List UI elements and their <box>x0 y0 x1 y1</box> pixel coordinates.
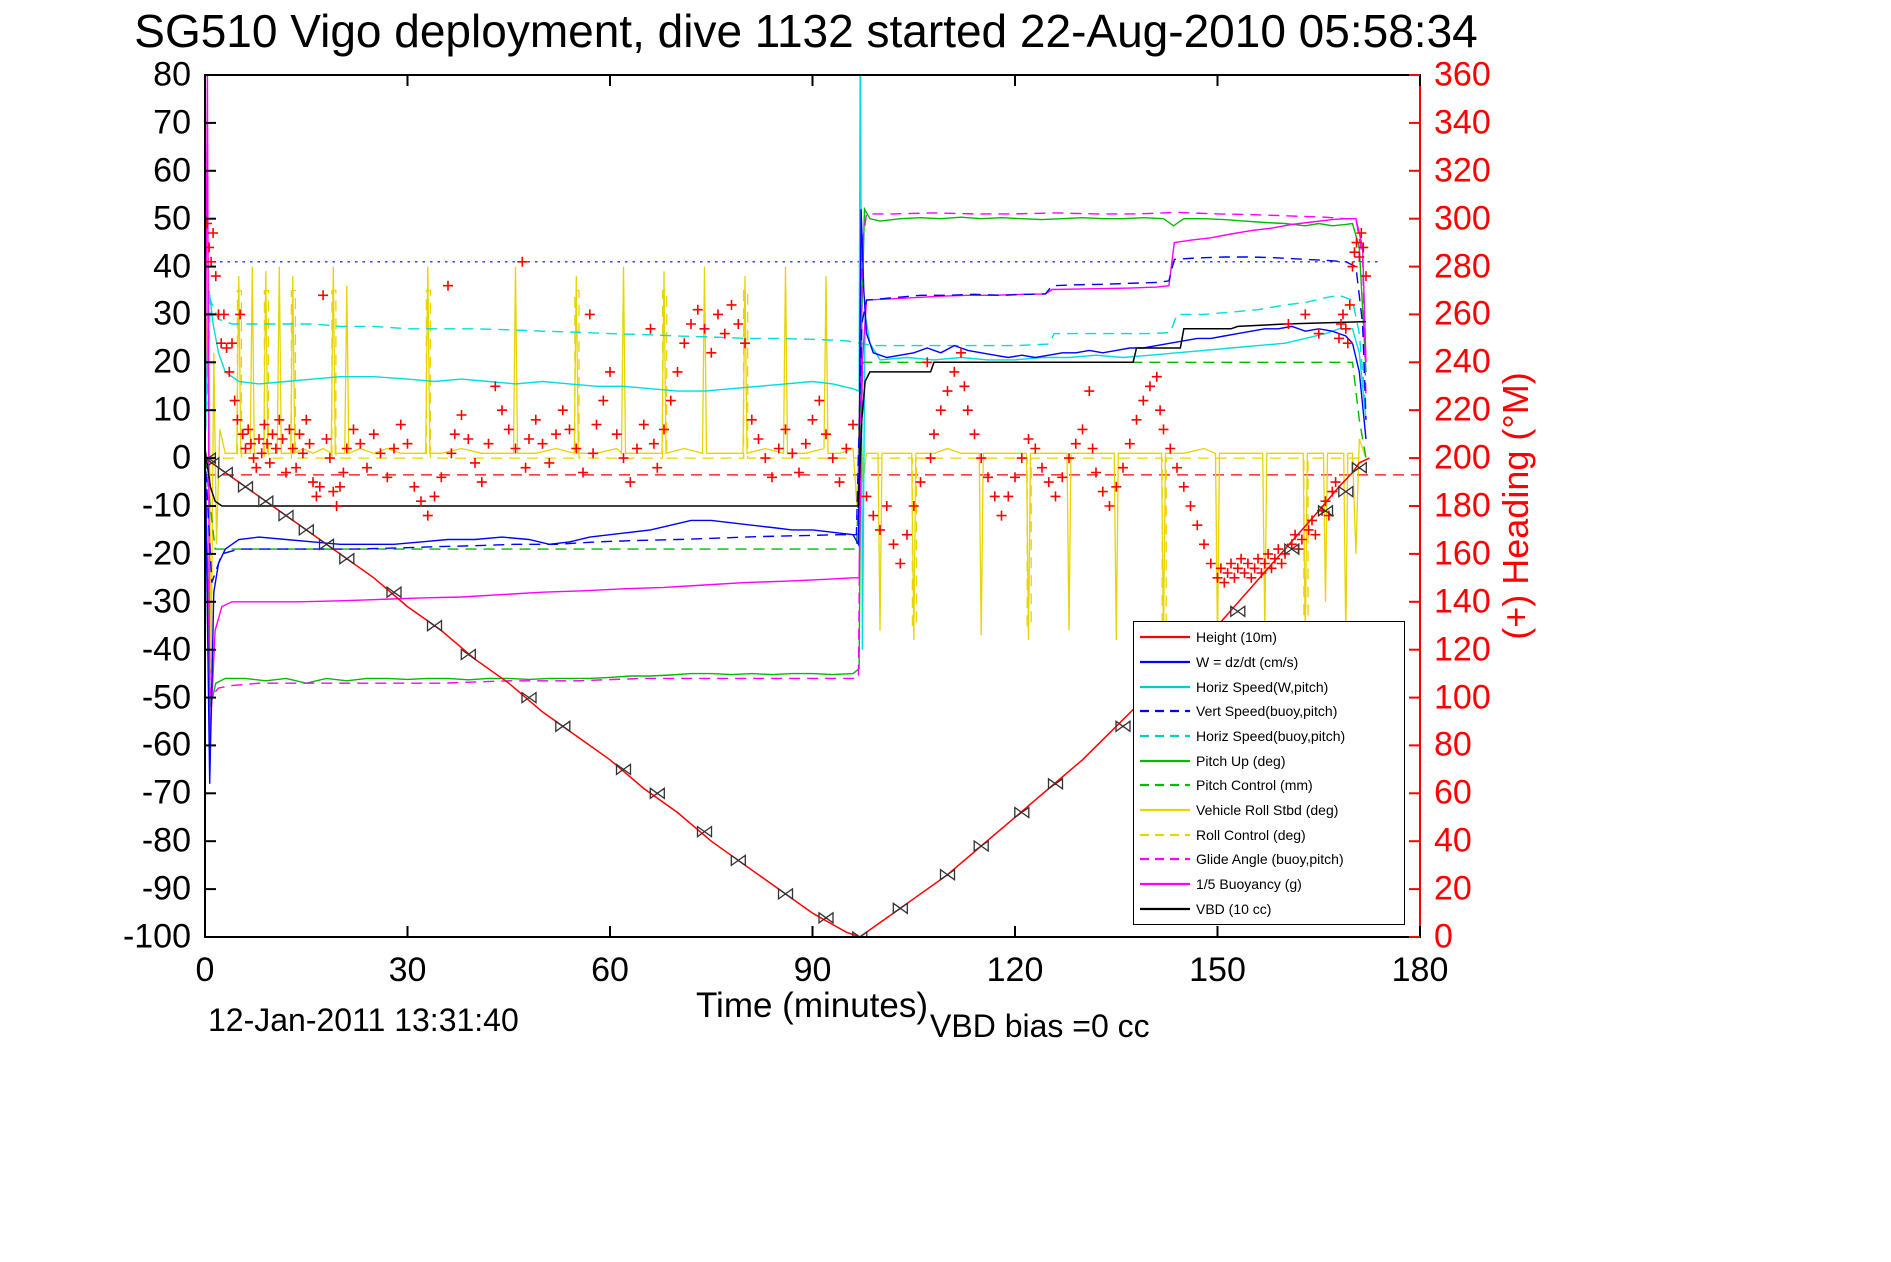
legend-item: 1/5 Buoyancy (g) <box>1134 873 1404 895</box>
legend-item-label: Horiz Speed(W,pitch) <box>1196 678 1329 695</box>
legend-item-label: Height (10m) <box>1196 629 1277 646</box>
legend-line-sample <box>1140 808 1190 812</box>
legend-item: Glide Angle (buoy,pitch) <box>1134 848 1404 870</box>
legend-line-sample <box>1140 907 1190 910</box>
legend-line-sample <box>1140 685 1190 688</box>
legend-item: Roll Control (deg) <box>1134 824 1404 846</box>
series-horiz-speed-buoy-pitch- <box>205 294 1367 449</box>
legend-item: Vehicle Roll Stbd (deg) <box>1134 799 1404 821</box>
legend-line-sample <box>1140 858 1190 861</box>
legend-item: Horiz Speed(W,pitch) <box>1134 676 1404 698</box>
legend-line-sample <box>1140 784 1190 787</box>
legend-item: Pitch Up (deg) <box>1134 750 1404 772</box>
legend-item: VBD (10 cc) <box>1134 898 1404 920</box>
legend-item-label: W = dz/dt (cm/s) <box>1196 653 1299 670</box>
series-pitch-control-mm- <box>205 361 1367 550</box>
legend-line-sample <box>1140 759 1190 762</box>
series-roll-control-deg- <box>205 289 1366 627</box>
series-lines <box>205 75 1420 937</box>
series-height-10m- <box>205 457 1370 937</box>
legend-line-sample <box>1140 882 1190 885</box>
legend-line-sample <box>1140 660 1190 664</box>
legend-item: Vert Speed(buoy,pitch) <box>1134 700 1404 722</box>
legend-item: Horiz Speed(buoy,pitch) <box>1134 725 1404 747</box>
legend-item: W = dz/dt (cm/s) <box>1134 651 1404 673</box>
legend-item-label: Glide Angle (buoy,pitch) <box>1196 851 1344 868</box>
series-vbd-10-cc- <box>205 320 1367 507</box>
series-pitch-up-deg- <box>205 206 1367 708</box>
timestamp-label: 12-Jan-2011 13:31:40 <box>208 1002 519 1038</box>
legend-item-label: Horiz Speed(buoy,pitch) <box>1196 727 1346 744</box>
height-bowtie-markers <box>205 451 1367 937</box>
legend-item-label: Roll Control (deg) <box>1196 826 1306 843</box>
x-axis-label: Time (minutes) <box>695 986 929 1025</box>
series-w-dz-dt-cm-s- <box>205 209 1367 784</box>
legend-line-sample <box>1140 636 1190 639</box>
legend-item-label: VBD (10 cc) <box>1196 900 1272 917</box>
legend-line-sample <box>1140 734 1190 738</box>
legend-line-sample <box>1140 710 1190 713</box>
legend-item-label: 1/5 Buoyancy (g) <box>1196 875 1302 892</box>
legend-line-sample <box>1140 833 1190 836</box>
chart-title: SG510 Vigo deployment, dive 1132 started… <box>134 5 1478 57</box>
heading-scatter <box>205 218 1371 588</box>
legend-item-label: Pitch Up (deg) <box>1196 752 1286 769</box>
legend: Height (10m) W = dz/dt (cm/s) Horiz Speed(… <box>1133 621 1405 925</box>
legend-item: Pitch Control (mm) <box>1134 774 1404 796</box>
legend-item: Height (10m) <box>1134 626 1404 648</box>
series-vert-speed-buoy-pitch- <box>205 256 1367 583</box>
vbd-bias-label: VBD bias =0 cc <box>930 1008 1150 1044</box>
series-horiz-speed-w-pitch- <box>205 75 1367 650</box>
series-vehicle-roll-stbd-deg- <box>205 256 1367 674</box>
legend-item-label: Vert Speed(buoy,pitch) <box>1196 703 1338 720</box>
legend-item-label: Vehicle Roll Stbd (deg) <box>1196 801 1339 818</box>
series-glide-angle-buoy-pitch- <box>205 211 1367 700</box>
legend-item-label: Pitch Control (mm) <box>1196 777 1313 794</box>
series-1-5-buoyancy-g- <box>205 75 1367 746</box>
right-axis-label: (+) Heading (°M) <box>1495 372 1536 640</box>
